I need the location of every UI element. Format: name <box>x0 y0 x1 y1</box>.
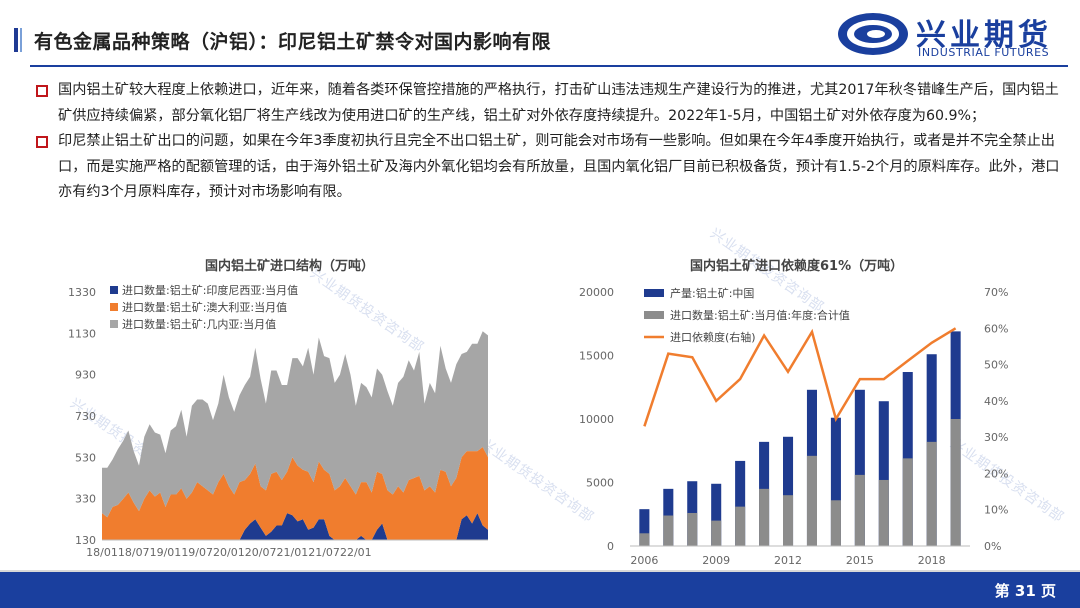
logo-text-cn: 兴业期货 <box>916 18 1052 53</box>
chart2-legend-label: 进口数量:铝土矿:当月值:年度:合计值 <box>670 308 850 322</box>
chart2-bar-import <box>806 455 817 546</box>
chart2-bar-import <box>902 458 913 546</box>
bullet-marker-icon <box>36 85 48 97</box>
chart1-legend-label: 进口数量:铝土矿:印度尼西亚:当月值 <box>122 283 298 297</box>
chart2-bar-import <box>878 479 889 546</box>
chart2-bar-production <box>735 460 746 546</box>
chart1-x-tick-label: 21/01 <box>277 546 309 559</box>
page-title: 有色金属品种策略（沪铝）：印尼铝土矿禁令对国内影响有限 <box>34 31 552 53</box>
chart2-bar-import <box>830 500 841 546</box>
footer-bar <box>0 572 1080 608</box>
bullet-item: 国内铝土矿较大程度上依赖进口，近年来，随着各类环保管控措施的严格执行，打击矿山违… <box>36 78 1066 129</box>
page-number: 第 31 页 <box>994 582 1056 600</box>
chart1-x-tick-label: 21/07 <box>308 546 340 559</box>
chart1-legend-label: 进口数量:铝土矿:澳大利亚:当月值 <box>122 300 287 314</box>
chart1-x-tick-label: 18/01 <box>86 546 118 559</box>
chart2-x-tick-label: 2006 <box>630 554 658 567</box>
chart2-title: 国内铝土矿进口依赖度61%（万吨） <box>690 259 904 274</box>
chart2-y2-tick-label: 50% <box>984 359 1008 372</box>
title-accent-bar-secondary <box>20 28 22 52</box>
chart2-bar-import <box>926 441 937 546</box>
chart2-y2-tick-label: 60% <box>984 322 1008 335</box>
chart2-bar-import <box>854 474 865 546</box>
bullet-list: 国内铝土矿较大程度上依赖进口，近年来，随着各类环保管控措施的严格执行，打击矿山违… <box>36 78 1066 206</box>
chart2-import-dependency: 0 5000 10000 15000 20000 0% 10% 20% 30% 40% 50% 60%… <box>579 286 1008 567</box>
chart2-bar-import <box>759 488 770 546</box>
chart2-y2-tick-label: 0% <box>984 540 1001 553</box>
logo-text-en: INDUSTRIAL FUTURES <box>918 46 1050 59</box>
chart2-bar-import <box>639 533 650 546</box>
chart2-legend-swatch <box>644 289 664 297</box>
chart2-y2-tick-label: 10% <box>984 504 1008 517</box>
chart2-bar-production <box>830 417 841 546</box>
chart2-y-tick-label: 0 <box>607 540 614 553</box>
chart2-y2-tick-label: 20% <box>984 467 1008 480</box>
chart1-legend-label: 进口数量:铝土矿:几内亚:当月值 <box>122 317 276 331</box>
chart2-bar-production <box>783 436 794 546</box>
chart1-y-tick-label: 730 <box>75 410 96 423</box>
chart2-bar-import <box>711 520 722 546</box>
logo-emblem-icon <box>838 13 908 55</box>
chart1-area-series-1 <box>102 447 488 540</box>
chart2-y2-tick-label: 70% <box>984 286 1008 299</box>
chart2-bar-import <box>783 495 794 546</box>
chart2-bar-import <box>687 512 698 546</box>
chart2-y-tick-label: 20000 <box>579 286 614 299</box>
chart1-y-tick-label: 1330 <box>68 286 96 299</box>
bullet-item: 印尼禁止铝土矿出口的问题，如果在今年3季度初执行且完全不出口铝土矿，则可能会对市… <box>36 129 1066 206</box>
chart2-x-tick-label: 2009 <box>702 554 730 567</box>
chart1-x-tick-label: 22/01 <box>340 546 372 559</box>
chart1-y-tick-label: 530 <box>75 451 96 464</box>
header-divider <box>30 65 1068 67</box>
chart2-bar-import <box>735 506 746 546</box>
chart1-x-tick-label: 20/07 <box>245 546 277 559</box>
chart2-bar-import <box>663 515 674 546</box>
chart2-legend-swatch <box>644 311 664 319</box>
chart2-y-tick-label: 5000 <box>586 477 614 490</box>
bullet-text: 印尼禁止铝土矿出口的问题，如果在今年3季度初执行且完全不出口铝土矿，则可能会对市… <box>58 133 1060 200</box>
chart1-x-tick-label: 20/01 <box>213 546 245 559</box>
chart2-x-tick-label: 2015 <box>846 554 874 567</box>
chart1-x-tick-label: 18/07 <box>118 546 150 559</box>
chart1-y-tick-label: 130 <box>75 534 96 547</box>
chart2-y2-tick-label: 30% <box>984 431 1008 444</box>
company-logo: 兴业期货 INDUSTRIAL FUTURES <box>836 10 1066 60</box>
chart2-bar-production <box>854 389 865 546</box>
chart1-y-tick-label: 330 <box>75 493 96 506</box>
chart1-legend-swatch <box>110 303 118 311</box>
chart2-y-tick-label: 15000 <box>579 350 614 363</box>
chart1-y-tick-label: 1130 <box>68 327 96 340</box>
chart2-bar-production <box>639 509 650 546</box>
chart1-y-tick-label: 930 <box>75 369 96 382</box>
chart2-y-tick-label: 10000 <box>579 413 614 426</box>
bullet-text: 国内铝土矿较大程度上依赖进口，近年来，随着各类环保管控措施的严格执行，打击矿山违… <box>58 82 1059 124</box>
chart2-line-dependency <box>643 327 957 427</box>
chart2-legend-label: 产量:铝土矿:中国 <box>670 286 754 300</box>
chart1-legend-swatch <box>110 320 118 328</box>
bullet-marker-icon <box>36 136 48 148</box>
chart2-bar-production <box>878 401 889 546</box>
chart1-area-series-0 <box>102 513 488 540</box>
chart2-bar-import <box>950 419 961 546</box>
chart1-x-tick-label: 19/07 <box>181 546 213 559</box>
title-accent-bar <box>14 28 18 52</box>
chart1-import-structure: 130 330 530 730 930 1130 1330 18/01 18/07 19/01 19… <box>68 283 488 559</box>
chart2-legend-label: 进口依赖度(右轴) <box>670 330 756 344</box>
chart2-y2-tick-label: 40% <box>984 395 1008 408</box>
chart2-x-tick-label: 2018 <box>918 554 946 567</box>
chart1-legend-swatch <box>110 286 118 294</box>
chart1-area-series-2 <box>102 331 488 518</box>
chart2-bar-production <box>711 483 722 546</box>
chart2-x-tick-label: 2012 <box>774 554 802 567</box>
footer-divider <box>0 570 1080 572</box>
chart1-x-tick-label: 19/01 <box>150 546 182 559</box>
chart1-title: 国内铝土矿进口结构（万吨） <box>205 259 375 274</box>
